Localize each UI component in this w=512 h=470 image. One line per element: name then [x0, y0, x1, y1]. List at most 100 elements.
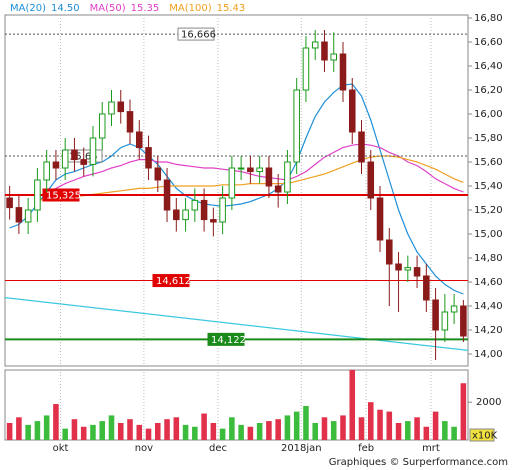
x-tick-label: 2018jan	[281, 443, 322, 454]
candle-body	[386, 239, 393, 265]
level-label-box	[177, 27, 215, 41]
candle-body	[52, 161, 60, 169]
y-tick-label: 15,40	[474, 181, 503, 192]
volume-bar	[43, 415, 50, 440]
candle-body	[460, 305, 467, 337]
volume-bar	[367, 402, 374, 440]
volume-bar	[155, 422, 161, 440]
volume-bar	[173, 417, 180, 440]
volume-bar	[192, 426, 198, 440]
candle-body	[145, 147, 152, 169]
price-panel	[4, 14, 469, 367]
x-tick-label: mrt	[422, 443, 440, 454]
legend-value: 14.50	[51, 3, 80, 14]
volume-bar	[423, 426, 430, 440]
volume-tick-label: 2000	[476, 397, 501, 408]
candle-body	[126, 111, 134, 133]
candle-body	[210, 219, 217, 223]
y-tick-label: 15,80	[474, 133, 503, 144]
volume-bar	[330, 421, 337, 440]
legend-value: 15.43	[217, 3, 246, 14]
candle-body	[450, 305, 458, 313]
volume-bar	[284, 415, 291, 440]
candle-body	[163, 179, 171, 211]
candle-body	[274, 185, 282, 193]
volume-unit: x10K	[472, 431, 498, 442]
x-tick-label: okt	[53, 443, 69, 454]
volume-bar	[414, 417, 420, 440]
candle-body	[61, 149, 69, 169]
candle-body	[15, 207, 23, 223]
volume-bar	[127, 419, 133, 440]
candle-body	[348, 89, 356, 133]
y-tick-label: 15,60	[474, 157, 503, 168]
volume-bar	[312, 422, 318, 440]
y-tick-label: 16,00	[474, 109, 503, 120]
level-label: 14,122	[211, 335, 246, 346]
y-tick-label: 14,00	[474, 349, 503, 360]
x-tick-label: nov	[135, 443, 153, 454]
candle-body	[247, 167, 254, 173]
candle-body	[6, 197, 13, 209]
volume-bar	[71, 419, 78, 440]
footer: Graphiques © Surperformance.com	[329, 457, 508, 468]
candle-body	[413, 267, 421, 277]
volume-bar	[136, 424, 143, 440]
volume-bar	[321, 417, 328, 440]
volume-bar	[349, 370, 356, 440]
level-label: 16,666	[181, 30, 216, 41]
legend-name: MA(100)	[169, 3, 211, 14]
moving-average	[9, 83, 464, 295]
candle-body	[432, 299, 439, 331]
volume-bar	[164, 419, 170, 440]
y-tick-label: 16,60	[474, 37, 503, 48]
candle-body	[265, 167, 273, 187]
y-tick-label: 16,40	[474, 61, 503, 72]
candle-body	[339, 53, 347, 91]
candle-body	[71, 149, 78, 161]
volume-bar	[340, 415, 346, 440]
volume-bar	[386, 411, 393, 440]
volume-bar	[53, 404, 59, 440]
x-tick-label: dec	[209, 443, 227, 454]
candle-body	[219, 197, 226, 223]
y-tick-label: 14,80	[474, 253, 503, 264]
legend-value: 15.35	[131, 3, 160, 14]
volume-bar	[293, 411, 300, 440]
y-tick-label: 15,20	[474, 205, 503, 216]
volume-bar	[145, 428, 152, 440]
volume-bar	[34, 421, 41, 440]
candle-body	[34, 179, 41, 211]
candle-body	[154, 167, 162, 181]
volume-bar	[117, 422, 124, 440]
volume-bar	[460, 383, 467, 440]
level-label: 14,612	[156, 276, 191, 287]
volume-bar	[25, 424, 31, 440]
candle-body	[293, 89, 300, 163]
candle-body	[404, 267, 412, 271]
volume-bar	[90, 424, 96, 440]
candle-body	[24, 209, 32, 223]
volume-bar	[6, 422, 13, 440]
candle-body	[311, 41, 319, 49]
candle-body	[302, 47, 310, 91]
candle-body	[80, 159, 87, 165]
candle-body	[330, 53, 338, 61]
candle-body	[423, 275, 430, 301]
volume-bar	[210, 422, 217, 440]
volume-bar	[229, 417, 235, 440]
volume-bar	[256, 422, 263, 440]
volume-bar	[303, 405, 309, 440]
candle-body	[256, 167, 263, 173]
legend-name: MA(20)	[10, 3, 46, 14]
unit-box	[469, 428, 495, 442]
candle-body	[173, 209, 180, 221]
candle-body	[376, 197, 384, 241]
volume-bar	[442, 421, 448, 440]
x-tick-label: feb	[358, 443, 374, 454]
y-tick-label: 14,40	[474, 301, 503, 312]
volume-bar	[432, 411, 439, 440]
volume-bar	[275, 419, 281, 440]
y-tick-label: 16,80	[474, 13, 503, 24]
candle-body	[182, 209, 189, 221]
